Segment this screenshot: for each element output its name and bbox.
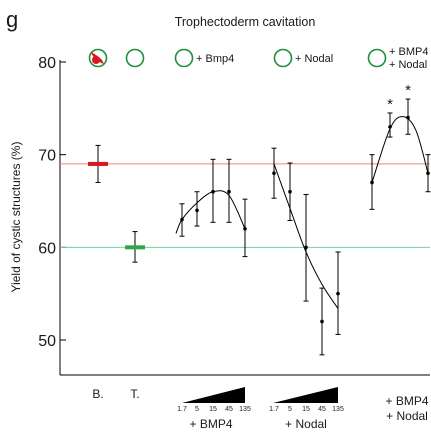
- data-point: [288, 189, 292, 194]
- group-bar: [88, 161, 108, 166]
- group-label-b: B.: [92, 387, 103, 401]
- y-tick-label: 70: [38, 148, 56, 165]
- header-label-combo-nodal: + Nodal: [389, 59, 427, 71]
- significance-asterisk: *: [387, 96, 393, 113]
- y-tick-label: 50: [38, 333, 56, 350]
- significance-asterisk: *: [405, 82, 411, 99]
- data-point: [336, 291, 340, 296]
- dose-tick-label: 5: [195, 406, 199, 413]
- header-label-combo-bmp4: + BMP4: [389, 46, 428, 58]
- dose-tick-label: 45: [318, 406, 326, 413]
- group-label-nodal: + Nodal: [285, 417, 327, 431]
- group-label-bmp4: + BMP4: [189, 417, 232, 431]
- dose-tick-label: 135: [239, 406, 251, 413]
- dose-tick-label: 15: [302, 406, 310, 413]
- dose-tick-label: 5: [288, 406, 292, 413]
- data-marks: [88, 98, 431, 356]
- bmp4-trophectoderm-icon: [174, 48, 194, 68]
- group-label-combo-bmp4: + BMP4: [385, 394, 428, 408]
- dose-tick-labels: 1.7 5 15 45 135 1.7 5 15 45 135: [177, 406, 344, 413]
- data-point: [272, 171, 276, 175]
- blastocyst-icon: [88, 48, 108, 68]
- dose-tick-label: 135: [332, 406, 344, 413]
- dose-tick-label: 45: [225, 406, 233, 413]
- bmp4-fit-curve: [175, 190, 246, 234]
- dose-tick-label: 15: [209, 406, 217, 413]
- group-bar: [125, 245, 145, 250]
- header-label-bmp4: + Bmp4: [196, 53, 234, 65]
- panel-letter: g: [6, 7, 18, 32]
- data-point: [304, 245, 308, 250]
- y-ticks: 50 60 70 80: [38, 55, 66, 350]
- combo-trophectoderm-icon: [367, 48, 387, 68]
- dose-tick-label: 1.7: [177, 406, 187, 413]
- y-tick-label: 80: [38, 55, 56, 72]
- nodal-fit-curve: [273, 163, 339, 309]
- y-tick-label: 60: [38, 240, 56, 257]
- trophectoderm-icon: [125, 48, 145, 68]
- header-label-nodal: + Nodal: [295, 53, 333, 65]
- chart-title: Trophectoderm cavitation: [175, 15, 316, 29]
- data-point: [320, 319, 324, 324]
- nodal-dose-ramp: [273, 387, 338, 403]
- y-axis-label: Yield of cystic structures (%): [9, 142, 23, 293]
- combo-fit-curve: [371, 116, 429, 183]
- bmp4-dose-ramp: [182, 387, 245, 403]
- group-label-t: T.: [130, 387, 139, 401]
- dose-tick-label: 1.7: [269, 406, 279, 413]
- data-point: [195, 208, 199, 213]
- group-label-combo-nodal: + Nodal: [386, 409, 428, 423]
- nodal-trophectoderm-icon: [273, 48, 293, 68]
- data-point: [227, 189, 231, 194]
